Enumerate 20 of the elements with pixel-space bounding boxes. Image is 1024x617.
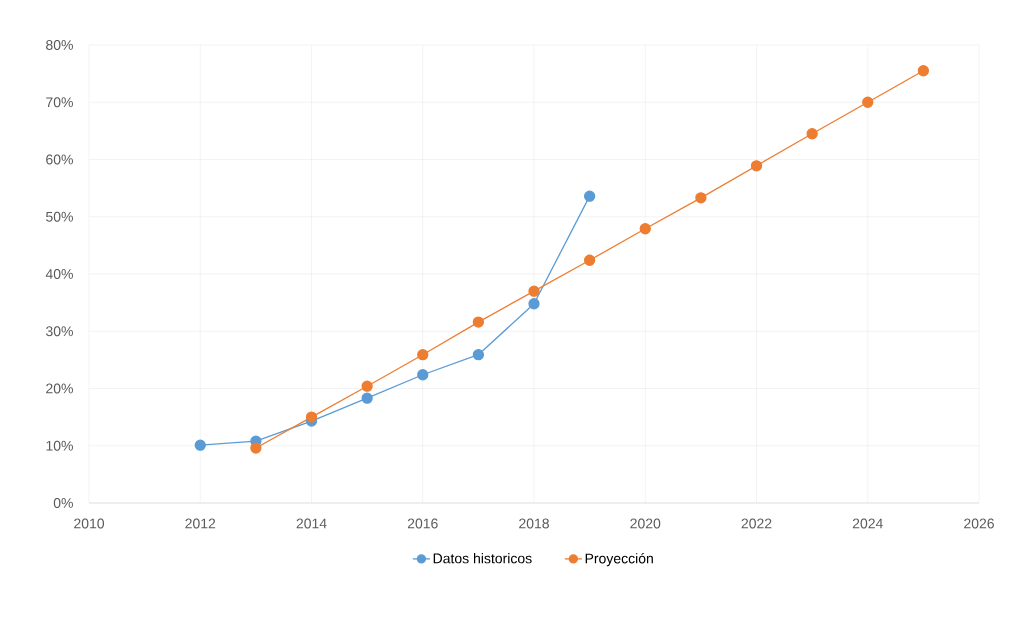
y-tick-label: 30% <box>45 326 73 337</box>
legend-label: Datos historicos <box>433 553 532 564</box>
x-tick-label: 2026 <box>964 518 994 529</box>
y-tick-label: 70% <box>46 97 73 108</box>
x-tick-label: 2024 <box>852 518 883 529</box>
x-tick-label: 2018 <box>519 518 549 529</box>
x-tick-label: 2010 <box>74 518 105 529</box>
y-tick-label: 60% <box>46 154 73 165</box>
y-tick-label: 20% <box>46 383 73 394</box>
y-tick-label: 50% <box>46 211 73 222</box>
x-tick-label: 2022 <box>741 518 772 529</box>
legend-label: Proyección <box>585 552 653 567</box>
y-tick-label: 80% <box>46 40 73 50</box>
x-tick-label: 2020 <box>630 518 661 529</box>
x-tick-label: 2014 <box>296 518 327 529</box>
y-tick-label: 40% <box>45 269 73 279</box>
y-tick-label: 10% <box>46 440 73 451</box>
x-tick-label: 2016 <box>407 518 438 529</box>
x-tick-label: 2012 <box>185 518 216 529</box>
y-tick-label: 0% <box>53 498 73 508</box>
